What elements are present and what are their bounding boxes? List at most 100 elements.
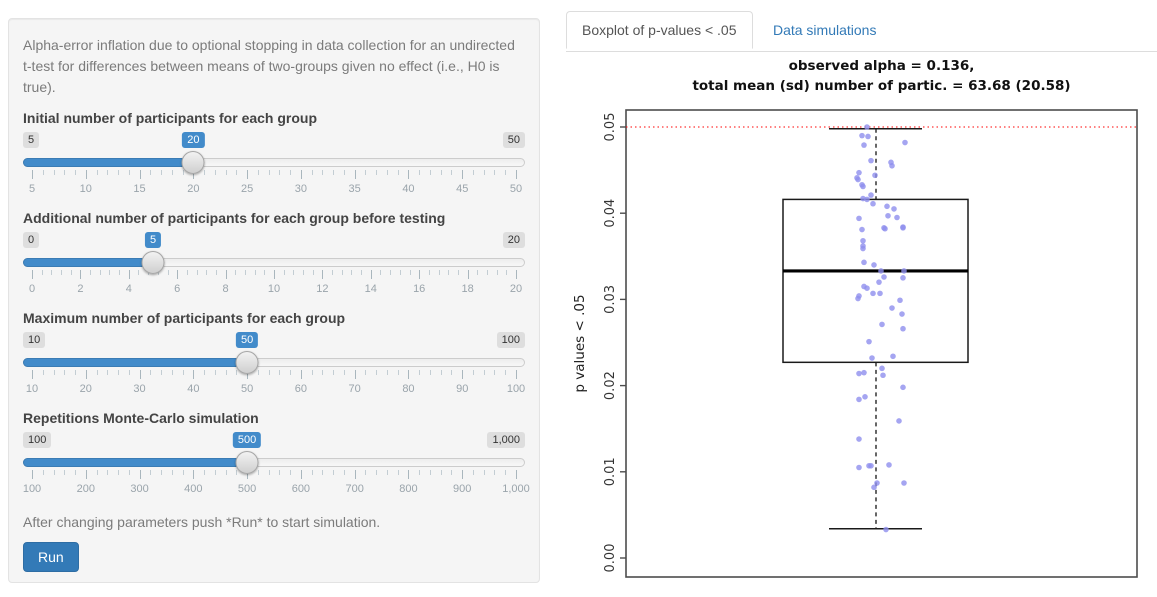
grid-minor-tick <box>505 470 507 475</box>
grid-minor-tick <box>225 370 227 375</box>
slider-label: Maximum number of participants for each … <box>23 310 346 326</box>
grid-tick-label: 200 <box>76 483 95 495</box>
grid-tick-label: 90 <box>456 383 469 395</box>
boxplot-output-panel: observed alpha = 0.136, total mean (sd) n… <box>566 52 1157 597</box>
jitter-point <box>866 338 872 345</box>
jitter-point <box>879 321 885 328</box>
grid-minor-tick <box>118 370 120 375</box>
grid-major-tick <box>128 270 130 279</box>
grid-minor-tick <box>483 170 485 175</box>
jitter-point <box>881 274 887 280</box>
boxplot-svg: 0.00 0.01 0.02 0.03 0.04 0.05 p values < .05 <box>572 109 1138 578</box>
tab-boxplot[interactable]: Boxplot of p-values < .05 <box>566 11 753 49</box>
jitter-point <box>869 355 875 361</box>
grid-minor-tick <box>53 470 55 475</box>
slider-label: Repetitions Monte-Carlo simulation <box>23 410 259 426</box>
grid-minor-tick <box>75 370 77 375</box>
grid-major-tick <box>193 470 195 479</box>
grid-minor-tick <box>290 370 292 375</box>
grid-tick-label: 12 <box>316 283 329 295</box>
jitter-point <box>874 480 880 486</box>
grid-tick-label: 2 <box>77 283 84 295</box>
grid-minor-tick <box>215 270 217 275</box>
jitter-point <box>896 418 902 424</box>
grid-minor-tick <box>161 170 163 175</box>
grid-minor-tick <box>128 370 130 375</box>
grid-minor-tick <box>161 470 163 475</box>
chart-title: observed alpha = 0.136, total mean (sd) n… <box>626 56 1137 96</box>
grid-minor-tick <box>235 270 237 275</box>
grid-tick-label: 6 <box>174 283 181 295</box>
grid-tick-label: 30 <box>133 383 146 395</box>
grid-minor-tick <box>150 470 152 475</box>
grid-minor-tick <box>90 270 92 275</box>
jitter-point <box>891 206 897 212</box>
grid-minor-tick <box>186 270 188 275</box>
tab-data-simulations[interactable]: Data simulations <box>772 22 877 38</box>
grid-minor-tick <box>494 470 496 475</box>
jitter-point <box>899 311 905 317</box>
grid-tick-label: 8 <box>222 283 229 295</box>
slider-value-badge: 500 <box>232 432 262 449</box>
slider-value-badge: 20 <box>182 132 205 149</box>
grid-minor-tick <box>451 170 453 175</box>
jitter-point <box>864 196 870 203</box>
grid-minor-tick <box>61 270 63 275</box>
jitter-point <box>864 124 870 130</box>
jitter-point <box>897 297 903 304</box>
grid-minor-tick <box>244 270 246 275</box>
jitter-point <box>860 237 866 244</box>
grid-major-tick <box>85 170 87 179</box>
grid-minor-tick <box>118 170 120 175</box>
grid-major-tick <box>408 470 410 479</box>
slider-handle[interactable] <box>141 251 165 274</box>
grid-minor-tick <box>376 470 378 475</box>
slider-group-0: Initial number of participants for each … <box>23 110 525 210</box>
grid-minor-tick <box>472 170 474 175</box>
grid-major-tick <box>85 370 87 379</box>
slider-handle[interactable] <box>235 351 259 374</box>
jitter-point <box>871 484 877 491</box>
grid-major-tick <box>322 270 324 279</box>
grid-tick-label: 500 <box>237 483 257 495</box>
grid-major-tick <box>32 370 33 379</box>
run-instruction-note: After changing parameters push *Run* to … <box>23 514 381 530</box>
plot-border <box>625 109 1138 578</box>
slider-widget: 5 50 20 5 10 15 20 25 30 35 40 45 50 <box>23 132 525 208</box>
grid-minor-tick <box>483 370 485 375</box>
grid-minor-tick <box>171 170 173 175</box>
grid-minor-tick <box>409 270 411 275</box>
grid-minor-tick <box>365 170 367 175</box>
grid-minor-tick <box>505 170 507 175</box>
grid-minor-tick <box>171 370 173 375</box>
slider-handle[interactable] <box>235 451 259 474</box>
grid-tick-label: 25 <box>240 183 254 195</box>
grid-tick-label: 45 <box>456 183 469 195</box>
jitter-point <box>879 365 885 372</box>
grid-minor-tick <box>254 270 256 275</box>
grid-minor-tick <box>419 370 421 375</box>
grid-minor-tick <box>182 470 184 475</box>
jitter-point <box>855 176 861 183</box>
grid-major-tick <box>247 470 249 479</box>
grid-minor-tick <box>376 370 378 375</box>
run-button[interactable]: Run <box>23 542 79 572</box>
grid-major-tick <box>177 270 179 279</box>
y-tick-label: 0.04 <box>603 199 618 228</box>
slider-fill-bar <box>23 358 248 367</box>
slider-label: Additional number of participants for ea… <box>23 210 446 226</box>
grid-minor-tick <box>214 370 216 375</box>
jitter-point <box>900 384 906 391</box>
grid-major-tick <box>300 470 302 479</box>
slider-handle[interactable] <box>181 151 205 174</box>
grid-minor-tick <box>365 370 367 375</box>
grid-minor-tick <box>343 170 345 175</box>
jitter-point <box>868 462 874 469</box>
jitter-point <box>900 225 906 231</box>
grid-major-tick <box>354 370 356 379</box>
grid-minor-tick <box>494 370 496 375</box>
grid-minor-tick <box>42 470 44 475</box>
grid-tick-label: 900 <box>453 483 472 495</box>
slider-widget: 0 20 5 0 2 4 6 8 10 12 14 16 18 20 <box>23 232 525 308</box>
jitter-point <box>865 133 871 140</box>
